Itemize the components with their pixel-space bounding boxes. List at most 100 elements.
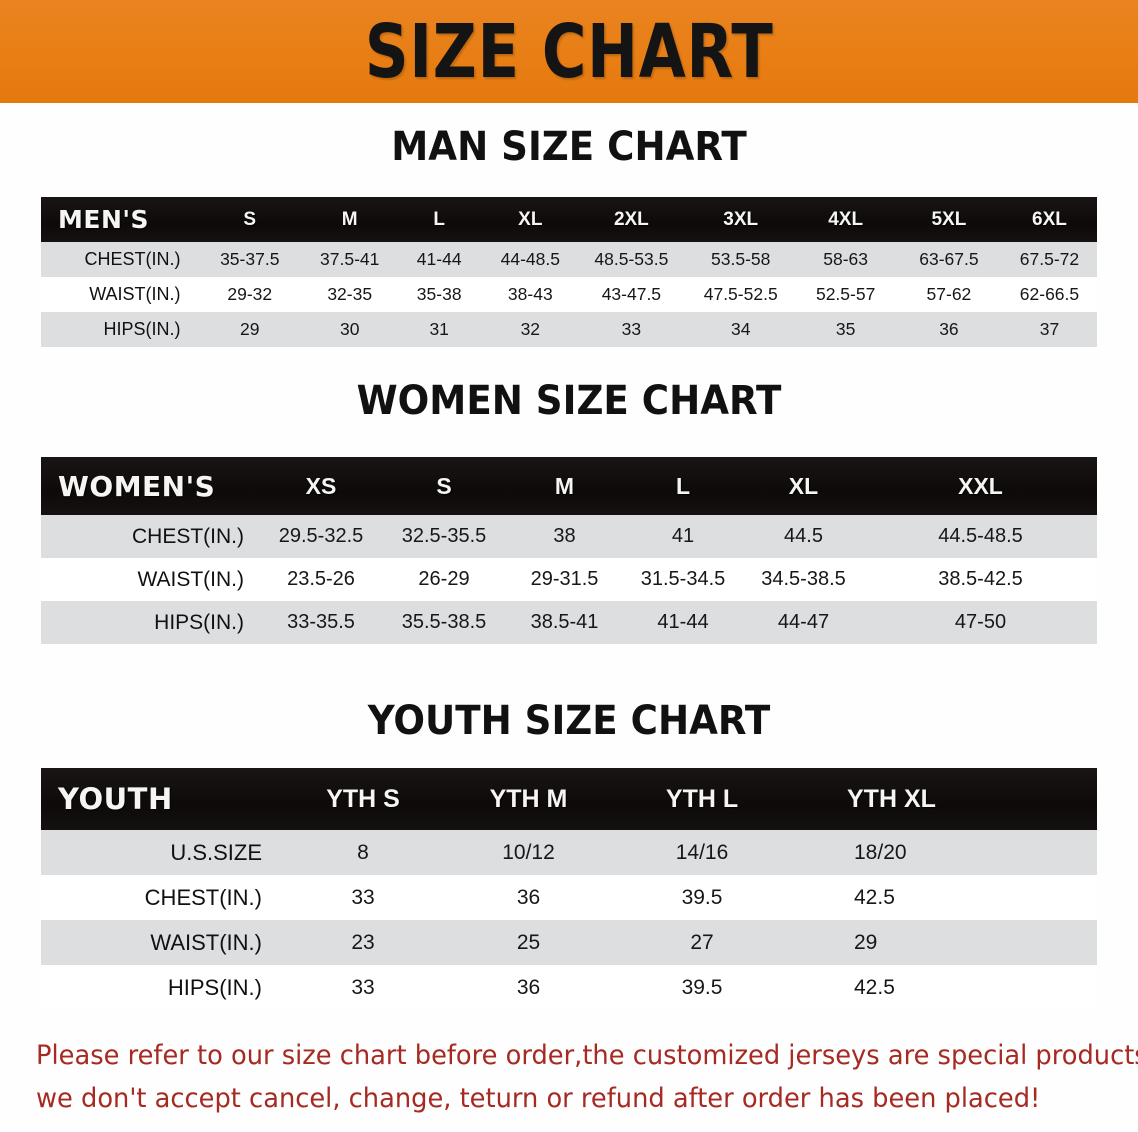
youth-cell-3-3: 42.5 — [854, 975, 895, 999]
youth-corner-label: YOUTH — [58, 782, 173, 816]
women-cell-2-3: 41-44 — [657, 611, 709, 633]
men-cell-1-0: 29-32 — [227, 284, 273, 304]
women-cell-1-5: 38.5-42.5 — [938, 568, 1023, 590]
banner-title: SIZE CHART — [364, 8, 774, 95]
youth-cell-1-0: 33 — [351, 885, 375, 909]
youth-row-1-label: CHEST(IN.) — [144, 884, 262, 910]
men-cell-0-2: 41-44 — [416, 249, 462, 269]
women-col-2: M — [554, 472, 575, 499]
table-row: CHEST(IN.) 29.5-32.5 32.5-35.5 38 41 44.… — [41, 515, 1097, 558]
youth-col-2: YTH L — [665, 784, 739, 813]
women-cell-2-0: 33-35.5 — [287, 611, 355, 633]
women-header-row: WOMEN'S XS S M L XL XXL — [41, 457, 1097, 515]
table-row: CHEST(IN.) 33 36 39.5 42.5 — [41, 875, 1097, 920]
youth-row-0-label: U.S.SIZE — [170, 839, 262, 865]
women-col-5: XXL — [958, 472, 1003, 499]
men-cell-1-5: 47.5-52.5 — [703, 284, 778, 304]
men-cell-1-1: 32-35 — [327, 284, 373, 304]
table-row: U.S.SIZE 8 10/12 14/16 18/20 — [41, 830, 1097, 875]
women-col-3: L — [675, 472, 691, 499]
youth-cell-0-3: 18/20 — [854, 840, 907, 864]
women-col-1: S — [436, 472, 452, 499]
table-row: WAIST(IN.) 23 25 27 29 — [41, 920, 1097, 965]
section-title-youth: YOUTH SIZE CHART — [367, 698, 771, 744]
women-corner-label: WOMEN'S — [58, 469, 216, 503]
women-cell-2-4: 44-47 — [777, 611, 830, 633]
youth-cell-3-1: 36 — [516, 975, 541, 999]
table-row: HIPS(IN.) 29 30 31 32 33 34 35 36 37 — [41, 312, 1097, 347]
women-col-4: XL — [788, 472, 819, 499]
men-cell-1-7: 57-62 — [926, 284, 972, 304]
women-cell-1-4: 34.5-38.5 — [761, 568, 846, 590]
men-cell-0-8: 67.5-72 — [1019, 249, 1080, 269]
men-cell-2-6: 35 — [835, 319, 856, 339]
youth-cell-2-3: 29 — [854, 930, 878, 954]
table-row: CHEST(IN.) 35-37.5 37.5-41 41-44 44-48.5… — [41, 242, 1097, 277]
youth-header-row: YOUTH YTH S YTH M YTH L YTH XL — [41, 768, 1097, 830]
men-col-3: XL — [518, 208, 543, 230]
youth-cell-1-3: 42.5 — [854, 885, 895, 909]
women-cell-1-2: 29-31.5 — [530, 568, 599, 590]
women-cell-2-2: 38.5-41 — [530, 611, 599, 633]
men-col-5: 3XL — [723, 208, 759, 230]
youth-col-1: YTH M — [489, 784, 568, 813]
youth-cell-0-2: 14/16 — [675, 840, 729, 864]
women-cell-0-3: 41 — [671, 525, 695, 547]
women-cell-1-3: 31.5-34.5 — [640, 568, 726, 590]
men-cell-2-3: 32 — [520, 319, 541, 339]
women-col-0: XS — [305, 472, 337, 499]
youth-cell-3-0: 33 — [351, 975, 375, 999]
men-col-2: L — [433, 208, 445, 230]
youth-cell-1-2: 39.5 — [681, 885, 723, 909]
women-cell-0-0: 29.5-32.5 — [278, 525, 364, 547]
youth-cell-0-0: 8 — [357, 840, 369, 864]
men-col-4: 2XL — [613, 208, 649, 230]
men-cell-0-3: 44-48.5 — [500, 249, 560, 269]
men-cell-2-5: 34 — [730, 319, 751, 339]
women-row-1-label: WAIST(IN.) — [137, 567, 244, 591]
men-cell-2-7: 36 — [939, 319, 959, 339]
men-cell-2-1: 30 — [339, 319, 360, 339]
youth-row-2-label: WAIST(IN.) — [150, 929, 262, 955]
men-col-1: M — [341, 208, 358, 230]
men-row-2-label: HIPS(IN.) — [103, 319, 181, 339]
men-cell-1-3: 38-43 — [507, 284, 553, 304]
men-cell-2-4: 33 — [621, 319, 642, 339]
men-col-0: S — [243, 208, 257, 230]
youth-cell-2-2: 27 — [690, 930, 714, 954]
men-col-8: 6XL — [1032, 208, 1067, 230]
notice-line-1: Please refer to our size chart before or… — [36, 1040, 1138, 1071]
men-cell-0-5: 53.5-58 — [711, 249, 771, 269]
men-cell-0-6: 58-63 — [823, 249, 869, 269]
youth-col-3: YTH XL — [847, 784, 936, 813]
women-cell-2-1: 35.5-38.5 — [401, 611, 487, 633]
men-cell-2-8: 37 — [1039, 319, 1060, 339]
table-row: WAIST(IN.) 23.5-26 26-29 29-31.5 31.5-34… — [41, 558, 1097, 601]
youth-cell-1-1: 36 — [516, 885, 541, 909]
page-banner: SIZE CHART — [0, 0, 1138, 103]
youth-cell-0-1: 10/12 — [502, 840, 555, 864]
men-corner-label: MEN'S — [58, 205, 150, 234]
women-row-2-label: HIPS(IN.) — [154, 610, 244, 634]
women-cell-0-5: 44.5-48.5 — [938, 525, 1023, 547]
women-cell-0-1: 32.5-35.5 — [401, 525, 487, 547]
section-title-women: WOMEN SIZE CHART — [356, 378, 782, 424]
women-size-table: WOMEN'S XS S M L XL XXL CHEST(IN.) 29.5-… — [41, 457, 1097, 644]
table-row: HIPS(IN.) 33 36 39.5 42.5 — [41, 965, 1097, 1010]
youth-cell-2-0: 23 — [351, 930, 375, 954]
youth-cell-2-1: 25 — [516, 930, 541, 954]
men-size-table: MEN'S S M L XL 2XL 3XL 4XL 5XL 6XL CHEST… — [41, 197, 1097, 347]
men-cell-2-0: 29 — [240, 319, 260, 339]
men-cell-2-2: 31 — [429, 319, 449, 339]
men-cell-1-6: 52.5-57 — [815, 284, 876, 304]
men-cell-1-8: 62-66.5 — [1019, 284, 1080, 304]
women-cell-0-2: 38 — [553, 525, 576, 547]
notice-line-2: we don't accept cancel, change, teturn o… — [36, 1083, 1041, 1114]
men-header-row: MEN'S S M L XL 2XL 3XL 4XL 5XL 6XL — [41, 197, 1097, 242]
order-policy-notice: Please refer to our size chart before or… — [36, 1034, 1138, 1120]
youth-size-table: YOUTH YTH S YTH M YTH L YTH XL U.S.SIZE … — [41, 768, 1097, 1010]
men-row-1-label: WAIST(IN.) — [89, 284, 181, 304]
men-cell-1-4: 43-47.5 — [601, 284, 662, 304]
men-cell-0-7: 63-67.5 — [919, 249, 979, 269]
